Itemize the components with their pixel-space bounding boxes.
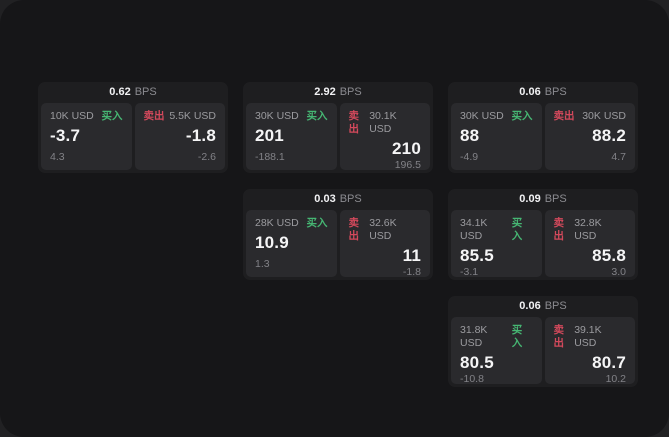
buy-price: 10.9 — [255, 233, 289, 252]
bps-value: 0.06 — [519, 300, 541, 312]
buy-sub-value: 1.3 — [255, 258, 270, 270]
bps-value: 0.62 — [109, 86, 131, 98]
quote-card: 0.06 BPS 30K USD 买入 88 -4.9 卖出 30K USD — [448, 82, 638, 173]
sell-button[interactable]: 卖出 — [348, 110, 360, 135]
bps-header: 0.62 BPS — [41, 82, 225, 103]
quote-card: 2.92 BPS 30K USD 买入 201 -188.1 卖出 30.1K … — [243, 82, 433, 173]
sell-amount: 30.1K USD — [369, 110, 397, 135]
bps-header: 0.06 BPS — [451, 296, 635, 317]
buy-button[interactable]: 买入 — [306, 217, 328, 229]
buy-button[interactable]: 买入 — [511, 110, 533, 122]
sell-price: 210 — [392, 139, 421, 158]
sell-amount: 32.6K USD — [369, 217, 397, 242]
buy-sub-value: -10.8 — [460, 373, 484, 385]
buy-amount: 28K USD — [255, 217, 299, 229]
buy-sub-value: -188.1 — [255, 151, 285, 163]
sell-button[interactable]: 卖出 — [553, 324, 565, 349]
bps-value: 0.03 — [314, 193, 336, 205]
sell-price: 85.8 — [592, 246, 626, 265]
sell-sub-value: -1.8 — [402, 266, 421, 278]
bps-unit-label: BPS — [134, 86, 157, 98]
buy-button[interactable]: 买入 — [511, 217, 523, 242]
quote-card-body: 31.8K USD 买入 80.5 -10.8 卖出 39.1K USD 80.… — [451, 317, 635, 385]
bps-header: 0.09 BPS — [451, 189, 635, 210]
sell-pane[interactable]: 卖出 30.1K USD 210 196.5 — [339, 103, 430, 171]
quote-card: 0.62 BPS 10K USD 买入 -3.7 4.3 卖出 5.5K USD — [38, 82, 228, 173]
buy-price: 85.5 — [460, 246, 494, 265]
sell-pane[interactable]: 卖出 32.8K USD 85.8 3.0 — [544, 210, 635, 278]
buy-price: -3.7 — [50, 126, 81, 145]
quote-card-body: 34.1K USD 买入 85.5 -3.1 卖出 32.8K USD 85.8… — [451, 210, 635, 278]
bps-value: 0.06 — [519, 86, 541, 98]
quote-card: 0.03 BPS 28K USD 买入 10.9 1.3 卖出 32.6K US… — [243, 189, 433, 280]
buy-amount: 10K USD — [50, 110, 94, 122]
buy-pane[interactable]: 10K USD 买入 -3.7 4.3 — [41, 103, 132, 170]
sell-button[interactable]: 卖出 — [348, 217, 360, 242]
buy-price: 80.5 — [460, 353, 494, 372]
quote-cards-grid: 0.62 BPS 10K USD 买入 -3.7 4.3 卖出 5.5K USD — [38, 82, 638, 387]
quote-card-body: 30K USD 买入 201 -188.1 卖出 30.1K USD 210 1… — [246, 103, 430, 171]
buy-pane[interactable]: 28K USD 买入 10.9 1.3 — [246, 210, 337, 277]
sell-amount: 32.8K USD — [574, 217, 602, 242]
sell-sub-value: 4.7 — [611, 151, 626, 163]
buy-amount: 30K USD — [255, 110, 299, 122]
sell-button[interactable]: 卖出 — [553, 217, 565, 242]
bps-unit-label: BPS — [544, 86, 567, 98]
quote-card: 0.09 BPS 34.1K USD 买入 85.5 -3.1 卖出 32.8K… — [448, 189, 638, 280]
buy-sub-value: 4.3 — [50, 151, 65, 163]
sell-sub-value: 196.5 — [394, 159, 421, 171]
buy-button[interactable]: 买入 — [101, 110, 123, 122]
buy-amount: 30K USD — [460, 110, 504, 122]
quote-card-body: 28K USD 买入 10.9 1.3 卖出 32.6K USD 11 -1.8 — [246, 210, 430, 278]
buy-pane[interactable]: 30K USD 买入 88 -4.9 — [451, 103, 542, 170]
quote-card: 0.06 BPS 31.8K USD 买入 80.5 -10.8 卖出 39.1… — [448, 296, 638, 387]
sell-price: 88.2 — [592, 126, 626, 145]
quote-card-body: 10K USD 买入 -3.7 4.3 卖出 5.5K USD -1.8 -2.… — [41, 103, 225, 170]
buy-sub-value: -3.1 — [460, 266, 479, 278]
sell-pane[interactable]: 卖出 30K USD 88.2 4.7 — [544, 103, 635, 170]
buy-pane[interactable]: 34.1K USD 买入 85.5 -3.1 — [451, 210, 542, 278]
sell-sub-value: 10.2 — [605, 373, 626, 385]
sell-sub-value: 3.0 — [611, 266, 626, 278]
sell-price: 11 — [402, 246, 421, 265]
bps-header: 0.03 BPS — [246, 189, 430, 210]
buy-price: 88 — [460, 126, 480, 145]
sell-button[interactable]: 卖出 — [553, 110, 575, 122]
sell-pane[interactable]: 卖出 39.1K USD 80.7 10.2 — [544, 317, 635, 385]
sell-sub-value: -2.6 — [197, 151, 216, 163]
bps-unit-label: BPS — [544, 193, 567, 205]
bps-header: 2.92 BPS — [246, 82, 430, 103]
sell-amount: 39.1K USD — [574, 324, 602, 349]
buy-amount: 34.1K USD — [460, 217, 488, 242]
bps-unit-label: BPS — [339, 86, 362, 98]
bps-header: 0.06 BPS — [451, 82, 635, 103]
buy-amount: 31.8K USD — [460, 324, 488, 349]
sell-amount: 30K USD — [582, 110, 626, 122]
sell-pane[interactable]: 卖出 32.6K USD 11 -1.8 — [339, 210, 430, 278]
buy-sub-value: -4.9 — [460, 151, 479, 163]
sell-button[interactable]: 卖出 — [143, 110, 165, 122]
sell-price: 80.7 — [592, 353, 626, 372]
sell-amount: 5.5K USD — [169, 110, 216, 122]
buy-button[interactable]: 买入 — [511, 324, 523, 349]
buy-button[interactable]: 买入 — [306, 110, 328, 122]
bps-unit-label: BPS — [544, 300, 567, 312]
sell-pane[interactable]: 卖出 5.5K USD -1.8 -2.6 — [134, 103, 225, 170]
buy-price: 201 — [255, 126, 284, 145]
quote-card-body: 30K USD 买入 88 -4.9 卖出 30K USD 88.2 4.7 — [451, 103, 635, 170]
bps-value: 2.92 — [314, 86, 336, 98]
bps-value: 0.09 — [519, 193, 541, 205]
buy-pane[interactable]: 30K USD 买入 201 -188.1 — [246, 103, 337, 170]
bps-unit-label: BPS — [339, 193, 362, 205]
sell-price: -1.8 — [185, 126, 216, 145]
buy-pane[interactable]: 31.8K USD 买入 80.5 -10.8 — [451, 317, 542, 385]
